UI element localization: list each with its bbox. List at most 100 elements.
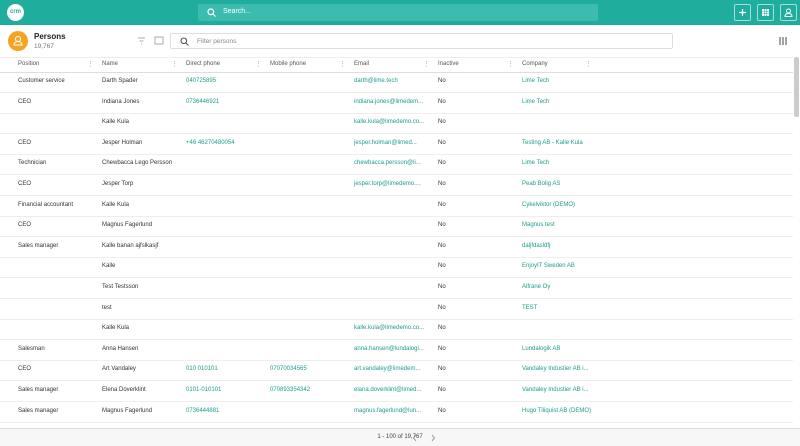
- table-cell: Alfrane Oy: [522, 284, 551, 290]
- user-button[interactable]: [780, 4, 797, 21]
- search-icon: [207, 8, 216, 17]
- table-cell: magnus.fagerlund@lun...: [354, 407, 422, 414]
- table-cell: Darth Spader: [102, 78, 138, 84]
- pagination-arrows[interactable]: [412, 434, 436, 442]
- table-cell: +46 46270480054: [186, 139, 235, 146]
- table-row[interactable]: Sales manager Kalle banan ajfslkasjf No dal…: [0, 237, 793, 258]
- table-cell: daljfdasldfj: [522, 242, 551, 249]
- table-cell: Kalle Kula: [102, 119, 130, 126]
- table-cell: TEST: [522, 304, 538, 311]
- column-header: Direct phone: [186, 61, 221, 67]
- table-row[interactable]: Kalle Kula kalle.kula@limedemo.co... No: [0, 113, 793, 135]
- table-cell: 07070034565: [270, 366, 307, 373]
- table-cell: No: [438, 325, 446, 332]
- scrollbar[interactable]: [794, 57, 799, 117]
- table-row[interactable]: Financial accountant Kalle Kula No Cykelvik…: [0, 196, 793, 217]
- table-cell: Magnus Fagerlund: [102, 222, 153, 229]
- table-cell: Jesper Torp: [102, 181, 134, 187]
- logo[interactable]: crm: [7, 4, 24, 21]
- table-cell: Kalle banan ajfslkasjf: [102, 242, 159, 249]
- table-cell: Sales manager: [18, 242, 59, 249]
- table-cell: CEO: [18, 139, 32, 146]
- table-cell: 040725895: [186, 78, 217, 84]
- table-cell: Kalle Kula: [102, 325, 130, 332]
- column-header: Email: [354, 61, 370, 67]
- table-cell: No: [438, 119, 446, 126]
- table-cell: Jesper Holman: [102, 139, 143, 146]
- table-cell: 0736444881: [186, 407, 220, 414]
- table-cell: No: [438, 139, 446, 146]
- table-cell: Vandaley Industier AB i...: [522, 366, 589, 373]
- table-cell: 010 010101: [186, 366, 218, 373]
- table-row[interactable]: Customer service Darth Spader 040725895 dar…: [0, 72, 793, 93]
- table-row[interactable]: Test Testsson No Alfrane Oy: [0, 278, 793, 299]
- column-menu[interactable]: ⋮: [255, 61, 262, 68]
- top-bar: crm Search...: [0, 0, 800, 25]
- table-cell: No: [438, 304, 446, 311]
- table-cell: jesper.torp@limedemo....: [354, 181, 421, 187]
- table-cell: kalle.kula@limedemo.co...: [354, 119, 425, 126]
- table-row[interactable]: Kalle Kula kalle.kula@limedemo.co... No: [0, 319, 793, 341]
- table-row[interactable]: Technician Chewbacca Lego Persson chewbacc…: [0, 154, 793, 176]
- filter-placeholder: Filter persons: [197, 38, 237, 45]
- table-cell: No: [438, 181, 446, 187]
- column-menu[interactable]: ⋮: [171, 61, 178, 68]
- table-row[interactable]: Salesman Anna Hansen anna.hansen@lundalogi…: [0, 340, 793, 361]
- table-cell: Peab Bolig AS: [522, 181, 561, 187]
- table-row[interactable]: test No TEST: [0, 299, 793, 320]
- table-cell: No: [438, 201, 446, 208]
- table-cell: elana.doverklint@limed...: [354, 387, 422, 393]
- table-cell: Art Vandaley: [102, 366, 136, 373]
- column-menu[interactable]: ⋮: [585, 61, 592, 68]
- table-cell: Elena Doverklint: [102, 387, 146, 393]
- column-menu[interactable]: ⋮: [423, 61, 430, 68]
- table-cell: Lime Tech: [522, 78, 550, 84]
- columns-button[interactable]: [779, 37, 787, 45]
- table-cell: CEO: [18, 181, 32, 187]
- table-row[interactable]: CEO Jesper Holman +46 46270480054 jesper.ho…: [0, 134, 793, 155]
- column-menu[interactable]: ⋮: [339, 61, 346, 68]
- table-cell: No: [438, 407, 446, 414]
- table-row[interactable]: CEO Indiana Jones 0736446921 indiana.jones@…: [0, 93, 793, 114]
- table-cell: Hugo Tiliquist AB (DEMO): [522, 407, 592, 414]
- table-cell: Sales manager: [18, 387, 59, 393]
- apps-button[interactable]: [757, 4, 774, 21]
- table-cell: jesper.holman@limed...: [354, 139, 417, 146]
- table-cell: EnjoyIT Sweden AB: [522, 263, 575, 270]
- table-cell: Cykelviktor (DEMO): [522, 201, 576, 208]
- table-cell: Kalle Kula: [102, 201, 130, 208]
- table-header: Position ⋮ Name ⋮ Direct phone ⋮ Mobile phone ⋮…: [0, 57, 793, 73]
- column-menu[interactable]: ⋮: [87, 61, 94, 68]
- table-row[interactable]: Sales manager Elena Doverklint 0101-010101…: [0, 381, 793, 402]
- table-cell: No: [438, 98, 446, 105]
- table-row[interactable]: CEO Art Vandaley 010 010101 07070034565 art.…: [0, 360, 793, 382]
- column-header: Name: [102, 61, 119, 67]
- table-cell: Lime Tech: [522, 98, 550, 105]
- column-header: Company: [522, 61, 548, 67]
- table-cell: No: [438, 242, 446, 249]
- table-cell: chewbacca.persson@li...: [354, 160, 421, 167]
- table-cell: art.vandaley@limedem...: [354, 366, 421, 373]
- table-row[interactable]: Sales manager Magnus Fagerlund 0736444881 m…: [0, 402, 793, 423]
- global-search[interactable]: Search...: [198, 4, 598, 21]
- table-cell: indiana.jones@limedem...: [354, 98, 424, 105]
- table-cell: Kalle: [102, 263, 116, 270]
- table-cell: No: [438, 387, 446, 393]
- column-header: Position: [18, 61, 40, 67]
- table-cell: Magnus Fagerlund: [102, 407, 153, 414]
- table-cell: Sales manager: [18, 407, 59, 414]
- column-menu[interactable]: ⋮: [507, 61, 514, 68]
- filter-icons[interactable]: [137, 36, 167, 46]
- table-cell: Technician: [18, 160, 47, 167]
- add-button[interactable]: [734, 4, 751, 21]
- record-count: 19,767: [34, 43, 54, 50]
- table-cell: No: [438, 222, 446, 229]
- filter-input[interactable]: Filter persons: [170, 33, 673, 49]
- table-cell: Vandaley Industier AB i...: [522, 387, 589, 393]
- table-row[interactable]: CEO Jesper Torp jesper.torp@limedemo.... No…: [0, 175, 793, 196]
- table-row[interactable]: CEO Magnus Fagerlund No Magnus test: [0, 216, 793, 238]
- table-cell: Chewbacca Lego Persson: [102, 160, 173, 167]
- column-header: Mobile phone: [270, 61, 307, 67]
- table-row[interactable]: Kalle No EnjoyIT Sweden AB: [0, 257, 793, 279]
